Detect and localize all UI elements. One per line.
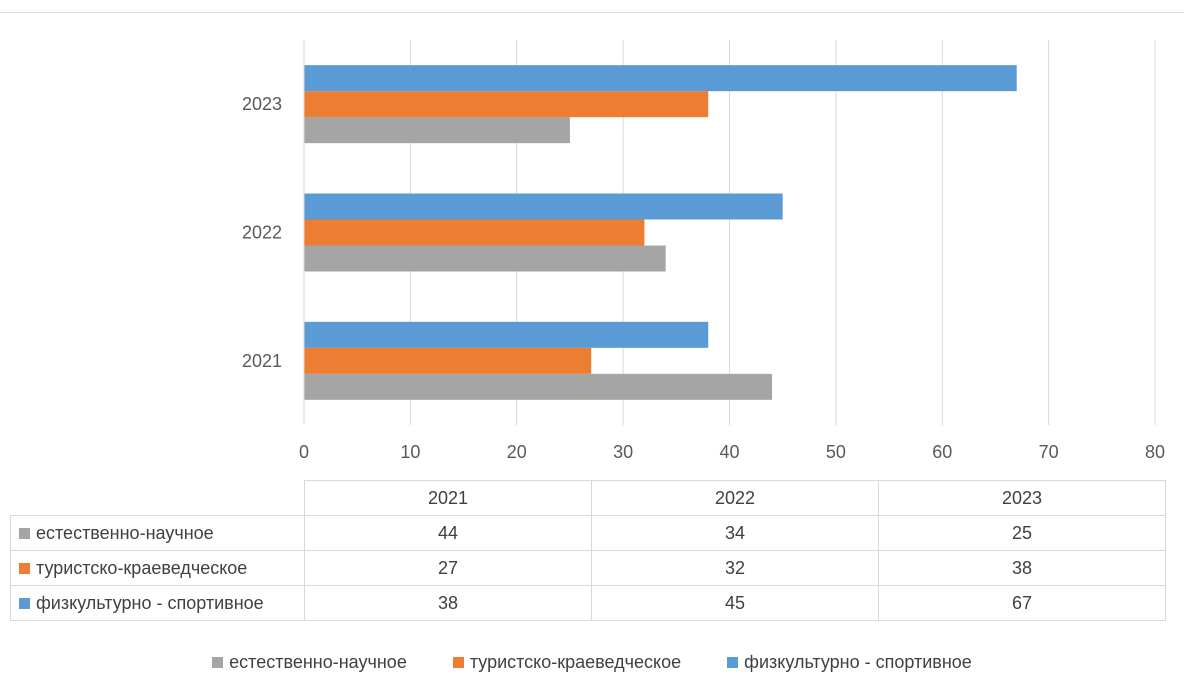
series-name: туристско-краеведческое (36, 557, 248, 578)
bars (304, 65, 1017, 400)
legend-item-1: туристско-краеведческое (452, 652, 682, 673)
bar-2021-series-2 (304, 321, 709, 348)
series-swatch-icon (19, 597, 30, 609)
table-row: естественно-научное 44 34 25 (10, 515, 1166, 551)
series-swatch-icon (19, 562, 30, 574)
x-tick-label-20: 20 (507, 442, 527, 462)
bar-2023-series-1 (304, 91, 709, 118)
series-name: физкультурно - спортивное (36, 592, 264, 613)
table-cell-2023: 67 (878, 585, 1166, 621)
legend-label: туристско-краеведческое (469, 652, 682, 672)
table-row: физкультурно - спортивное 38 45 67 (10, 585, 1166, 621)
bar-2023-series-2 (304, 65, 1017, 92)
table-cell-2021: 38 (304, 585, 592, 621)
table-corner-cell (10, 480, 305, 516)
table-header-2023: 2023 (878, 480, 1166, 516)
table-cell-2023: 38 (878, 550, 1166, 586)
table-header-row: 2021 2022 2023 (10, 480, 1166, 516)
y-category-label-2023: 2023 (242, 94, 282, 114)
bar-2022-series-0 (304, 245, 666, 272)
bar-2022-series-1 (304, 219, 645, 246)
legend-item-0: естественно-научное (212, 652, 407, 673)
bar-2021-series-0 (304, 373, 773, 400)
table-cell-2022: 45 (591, 585, 879, 621)
bar-chart-plot: 0 10 20 30 40 50 60 70 80 2021 2022 2023 (242, 40, 1165, 462)
x-tick-label-0: 0 (299, 442, 309, 462)
y-category-label-2022: 2022 (242, 223, 282, 243)
table-cell-2021: 27 (304, 550, 592, 586)
data-table: 2021 2022 2023 естественно-научное 44 34 25 тур… (10, 480, 1166, 621)
bar-2022-series-2 (304, 193, 783, 220)
table-cell-2022: 34 (591, 515, 879, 551)
legend-swatch-icon (212, 657, 224, 668)
y-category-label-2021: 2021 (242, 351, 282, 371)
table-row: туристско-краеведческое 27 32 38 (10, 550, 1166, 586)
x-tick-label-40: 40 (719, 442, 739, 462)
x-tick-label-80: 80 (1145, 442, 1165, 462)
legend-label: физкультурно - спортивное (744, 652, 972, 672)
table-row-label: естественно-научное (10, 515, 305, 551)
table-row-label: физкультурно - спортивное (10, 585, 305, 621)
x-tick-label-10: 10 (400, 442, 420, 462)
x-tick-label-50: 50 (826, 442, 846, 462)
series-swatch-icon (19, 527, 30, 539)
table-header-2022: 2022 (591, 480, 879, 516)
x-tick-label-60: 60 (932, 442, 952, 462)
top-divider (0, 12, 1184, 13)
x-tick-label-70: 70 (1039, 442, 1059, 462)
legend: естественно-научное туристско-краеведческ… (0, 652, 1184, 673)
table-cell-2022: 32 (591, 550, 879, 586)
table-cell-2023: 25 (878, 515, 1166, 551)
x-tick-label-30: 30 (613, 442, 633, 462)
bar-2023-series-0 (304, 117, 570, 144)
table-cell-2021: 44 (304, 515, 592, 551)
table-row-label: туристско-краеведческое (10, 550, 305, 586)
legend-label: естественно-научное (229, 652, 407, 672)
bar-2021-series-1 (304, 347, 592, 374)
table-header-2021: 2021 (304, 480, 592, 516)
series-name: естественно-научное (36, 522, 214, 543)
legend-swatch-icon (452, 657, 464, 668)
legend-item-2: физкультурно - спортивное (727, 652, 972, 673)
axes: 0 10 20 30 40 50 60 70 80 2021 2022 2023 (242, 40, 1165, 462)
legend-swatch-icon (727, 657, 739, 668)
